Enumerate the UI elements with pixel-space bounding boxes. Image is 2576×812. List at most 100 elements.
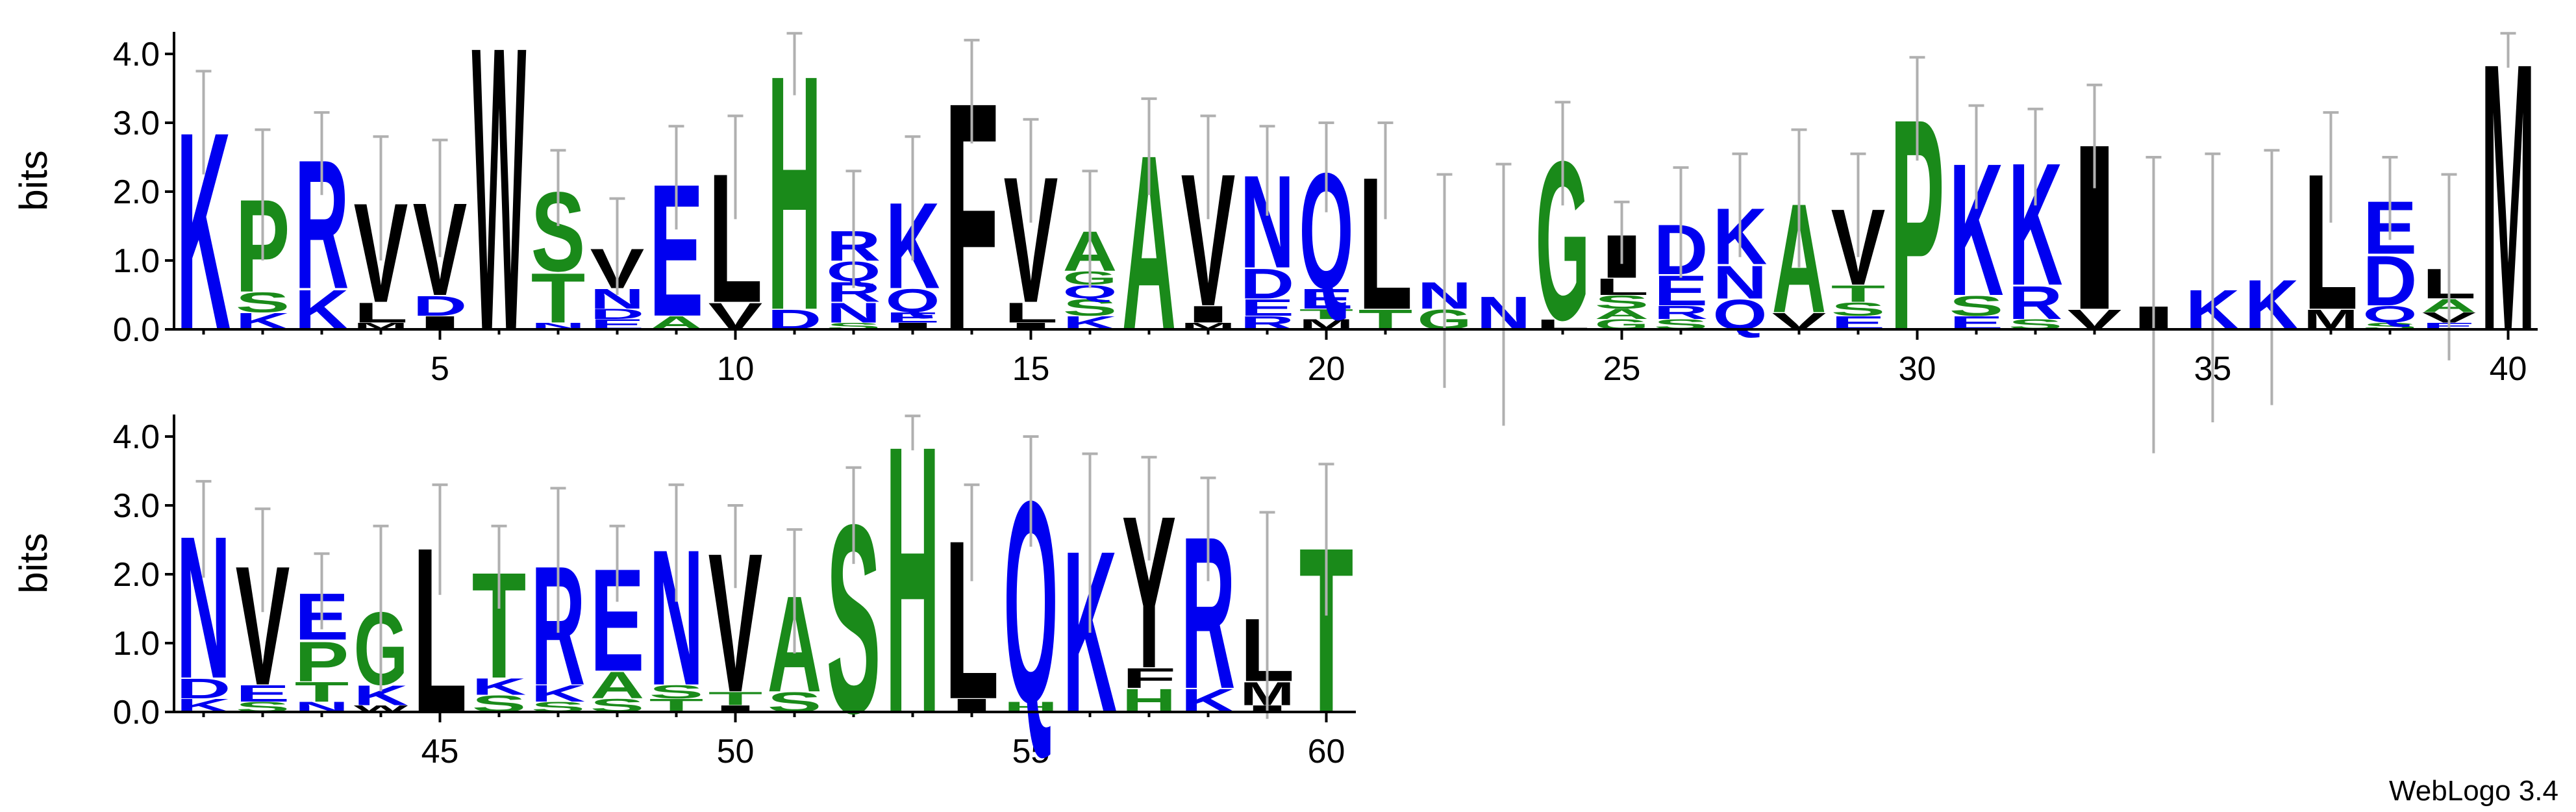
logo-letter: S (236, 286, 290, 318)
logo-letter: W (472, 0, 527, 416)
error-bar (1259, 125, 1275, 216)
logo-letter: E (1299, 283, 1354, 315)
error-bar (905, 135, 921, 260)
error-bar (491, 524, 507, 609)
y-axis-label: bits (12, 150, 55, 210)
letter-group: Q (886, 282, 940, 319)
error-bar (1318, 463, 1334, 616)
letter-group: P (295, 629, 349, 693)
logo-letter: I (1181, 301, 1236, 328)
letter-group: D (177, 673, 231, 705)
error-bar (550, 487, 566, 633)
error-bar (609, 197, 625, 295)
error-bar (1082, 170, 1098, 288)
error-bar (195, 479, 212, 578)
letter-group: T (295, 676, 349, 708)
logo-letter: V (708, 296, 763, 338)
error-bar (1023, 118, 1039, 223)
x-tick-label: 10 (717, 350, 755, 388)
error-bar (1909, 56, 1925, 161)
x-tick-label: 55 (1012, 733, 1050, 770)
letter-group: F (1122, 663, 1177, 694)
logo-letter: D (413, 290, 468, 322)
logo-letter: F (1122, 663, 1177, 694)
error-bar (1791, 128, 1807, 268)
letter-group: D (590, 307, 645, 322)
letter-group: L (1595, 273, 1649, 300)
y-tick-label: 1.0 (113, 242, 160, 280)
logo-letter: Q (2363, 301, 2418, 328)
logo-letter: S (649, 681, 704, 702)
error-bar (1200, 114, 1216, 220)
letter-group: D (1240, 260, 1295, 307)
y-tick-label: 2.0 (113, 173, 160, 211)
letter-group: S (236, 286, 290, 318)
error-bar (1968, 104, 1984, 209)
x-tick-label: 20 (1308, 350, 1345, 388)
error-bar (905, 414, 921, 451)
letter-group: K (531, 680, 586, 707)
error-bar (845, 170, 862, 288)
letter-group: R (1654, 302, 1708, 324)
error-bar (727, 114, 744, 220)
error-bar (314, 552, 330, 629)
error-bar (373, 135, 389, 260)
letter-group: K (295, 278, 349, 342)
error-bar (195, 70, 212, 175)
y-tick-label: 1.0 (113, 625, 160, 663)
error-bar (2323, 111, 2339, 223)
letter-group: S (1831, 298, 1886, 320)
logo-letter: D (177, 673, 231, 705)
logo-letter: A (1595, 307, 1649, 322)
error-bar (1023, 435, 1039, 547)
error-bar (1259, 511, 1275, 719)
error-bar (1555, 101, 1571, 206)
error-bar (1141, 455, 1157, 561)
error-bar (1200, 476, 1216, 581)
x-tick-label: 60 (1308, 733, 1345, 770)
logo-letter: K (531, 680, 586, 707)
error-bar (1082, 452, 1098, 633)
error-bar (964, 483, 980, 581)
letter-group: D (413, 290, 468, 322)
y-tick-label: 4.0 (113, 418, 160, 456)
letter-group: T (531, 259, 586, 338)
error-bar (2086, 83, 2103, 188)
logo-letter: E (1240, 294, 1295, 321)
logo-letter: L (1595, 273, 1649, 300)
x-tick-label: 30 (1899, 350, 1936, 388)
error-bar (1377, 121, 1394, 220)
letter-group: K (472, 674, 527, 700)
letter-group: E (236, 680, 290, 707)
error-bar (2500, 32, 2516, 68)
x-tick-label: 45 (421, 733, 459, 770)
error-bar (255, 128, 271, 260)
y-tick-label: 0.0 (113, 311, 160, 349)
logo-letter: R (1654, 302, 1708, 324)
error-bar (1673, 166, 1689, 278)
error-bar (1318, 121, 1334, 212)
letter-group: R (2008, 276, 2063, 329)
footer: WebLogo 3.4 (2389, 775, 2558, 807)
logo-letter: D (2363, 242, 2418, 321)
logo-letter: T (1831, 281, 1886, 307)
y-tick-label: 2.0 (113, 556, 160, 594)
letter-group: W (472, 0, 527, 416)
letter-group: E (886, 310, 940, 325)
y-axis-label: bits (12, 533, 55, 593)
error-bar (432, 483, 448, 595)
logo-letter: K (472, 674, 527, 700)
letter-group: Q (2363, 301, 2418, 328)
logo-letter: M (2481, 0, 2536, 411)
letter-group: T (708, 688, 763, 709)
logo-letter: T (708, 688, 763, 709)
error-bar (1850, 152, 1866, 257)
error-bar (373, 524, 389, 692)
error-bar (550, 149, 566, 226)
error-bar (2027, 107, 2044, 206)
x-tick-label: 40 (2490, 350, 2527, 388)
letter-group: M (2481, 0, 2536, 411)
x-tick-label: 5 (431, 350, 449, 388)
logo-letter: T (295, 676, 349, 708)
letter-group: S (1063, 294, 1118, 321)
